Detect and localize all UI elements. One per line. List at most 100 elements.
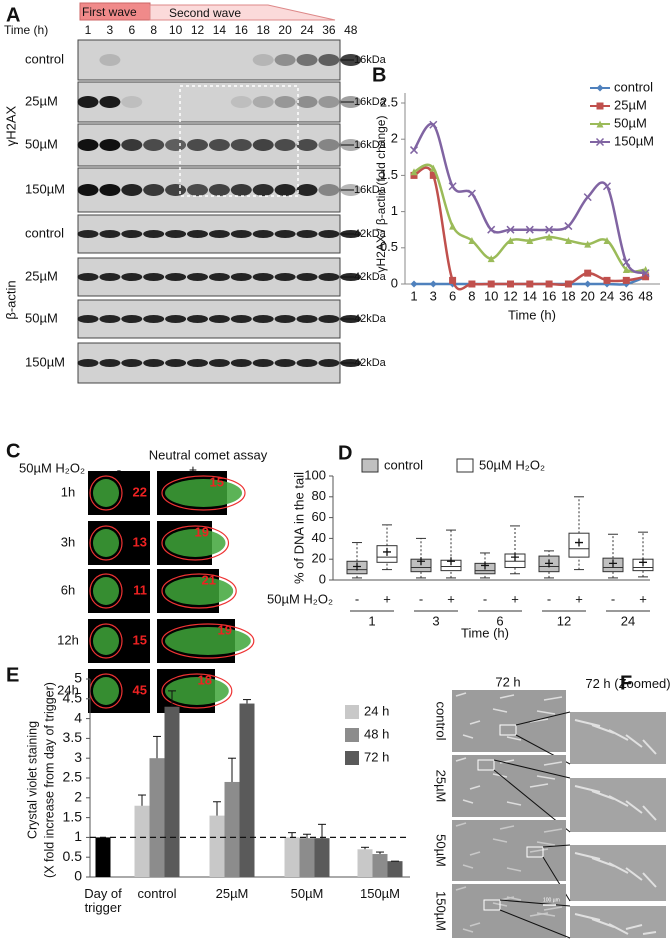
y-tick-label: 0.5	[63, 848, 83, 864]
comet-head	[93, 577, 119, 605]
blot-band	[99, 54, 121, 66]
y-tick-label: 80	[312, 488, 326, 503]
blot-band	[165, 139, 187, 151]
blot-strip	[77, 39, 341, 81]
time-tick: 16	[235, 23, 249, 37]
blot-band	[121, 315, 143, 323]
cell	[608, 795, 629, 807]
y-tick-label: 1.5	[380, 167, 398, 182]
cell	[462, 734, 474, 739]
size-marker: 42kDa	[354, 313, 387, 325]
legend-label: 150µM	[614, 133, 654, 148]
line	[412, 122, 647, 275]
time-label: Time (h)	[4, 23, 48, 37]
point	[622, 266, 630, 274]
y-axis-title: (X fold increase from day of trigger)	[42, 682, 56, 878]
blot-band	[77, 230, 99, 238]
cell	[499, 694, 515, 699]
comet-outline	[161, 673, 233, 709]
micrograph-row-label: 150µM	[434, 891, 449, 931]
bar	[357, 849, 373, 877]
cell	[574, 785, 601, 793]
x-tick-label: 50µM	[290, 886, 324, 901]
x-tick-label: 3	[430, 288, 437, 303]
cell	[625, 734, 643, 748]
point	[642, 273, 650, 281]
comet-time: 6h	[61, 582, 75, 597]
blot-band	[208, 184, 230, 196]
cell	[574, 852, 601, 860]
blot-band	[318, 54, 340, 66]
x-tick-label: 10	[484, 288, 498, 303]
cell	[642, 872, 657, 888]
point	[584, 280, 592, 288]
blot-band	[187, 139, 208, 151]
zoomed-micrograph	[570, 845, 666, 901]
micrograph-row-label: control	[434, 701, 449, 740]
y-tick-label: 4.5	[63, 690, 83, 706]
legend-swatch	[345, 728, 359, 742]
blot-band	[77, 184, 99, 196]
x-tick-label: 25µM	[215, 886, 249, 901]
x-tick-label: 6	[496, 613, 503, 628]
micrograph-column: 72 h (Zoomed)	[585, 676, 671, 691]
point	[545, 225, 554, 234]
point	[449, 276, 457, 284]
point	[545, 233, 553, 241]
panel-label: E	[6, 664, 19, 686]
y-tick-label: 1	[391, 203, 398, 218]
time-tick: 36	[322, 23, 336, 37]
bar	[284, 837, 300, 877]
group-sign: +	[639, 591, 647, 606]
y-tick-label: 2	[391, 131, 398, 146]
panel-label: B	[372, 64, 386, 86]
legend-swatch	[345, 705, 359, 719]
blot-band	[296, 273, 318, 281]
cell	[529, 912, 549, 917]
blot-band	[121, 359, 143, 367]
blot-band	[296, 315, 318, 323]
blot-row-label: 25µM	[25, 268, 58, 283]
blot-band	[252, 230, 274, 238]
comet-time: 12h	[57, 632, 79, 647]
second-wave-banner	[149, 4, 336, 21]
size-marker: 16kDa	[354, 54, 387, 66]
point	[564, 237, 572, 245]
comet-outline	[161, 623, 255, 659]
cell	[574, 719, 601, 727]
x-tick-label: 18	[561, 288, 575, 303]
x-tick-label: 8	[468, 288, 475, 303]
blot-band	[165, 273, 187, 281]
y-tick-label: 0	[391, 275, 398, 290]
legend-label: 25µM	[614, 97, 647, 112]
comet-outline	[89, 623, 123, 659]
time-tick: 48	[344, 23, 358, 37]
blot-band	[187, 184, 208, 196]
cell	[455, 822, 467, 827]
x-tick-label: 1	[368, 613, 375, 628]
size-marker: 42kDa	[354, 228, 387, 240]
micrograph-column: 72 h	[495, 674, 520, 689]
comet-treatment: 50µM H₂O₂	[19, 460, 85, 475]
blot-band	[143, 230, 165, 238]
blot-band	[296, 96, 318, 108]
blot-band	[143, 139, 165, 151]
panel-label: A	[6, 4, 20, 26]
cell	[529, 718, 549, 723]
bar	[95, 837, 111, 877]
legend-label: 50µM H₂O₂	[479, 457, 545, 472]
blot-row-label: 150µM	[25, 181, 65, 196]
blot-band	[121, 184, 143, 196]
blot-band	[187, 273, 208, 281]
point	[468, 237, 476, 245]
y-tick-label: 0	[74, 868, 82, 884]
bar	[134, 805, 150, 877]
cell	[506, 867, 522, 872]
group-sign: -	[611, 591, 615, 606]
blot-band	[230, 315, 252, 323]
x-tick-label: 24	[600, 288, 614, 303]
comet-head	[165, 627, 251, 655]
blot-band	[274, 184, 296, 196]
blot-band	[230, 139, 252, 151]
zoomed-micrograph	[570, 778, 666, 832]
